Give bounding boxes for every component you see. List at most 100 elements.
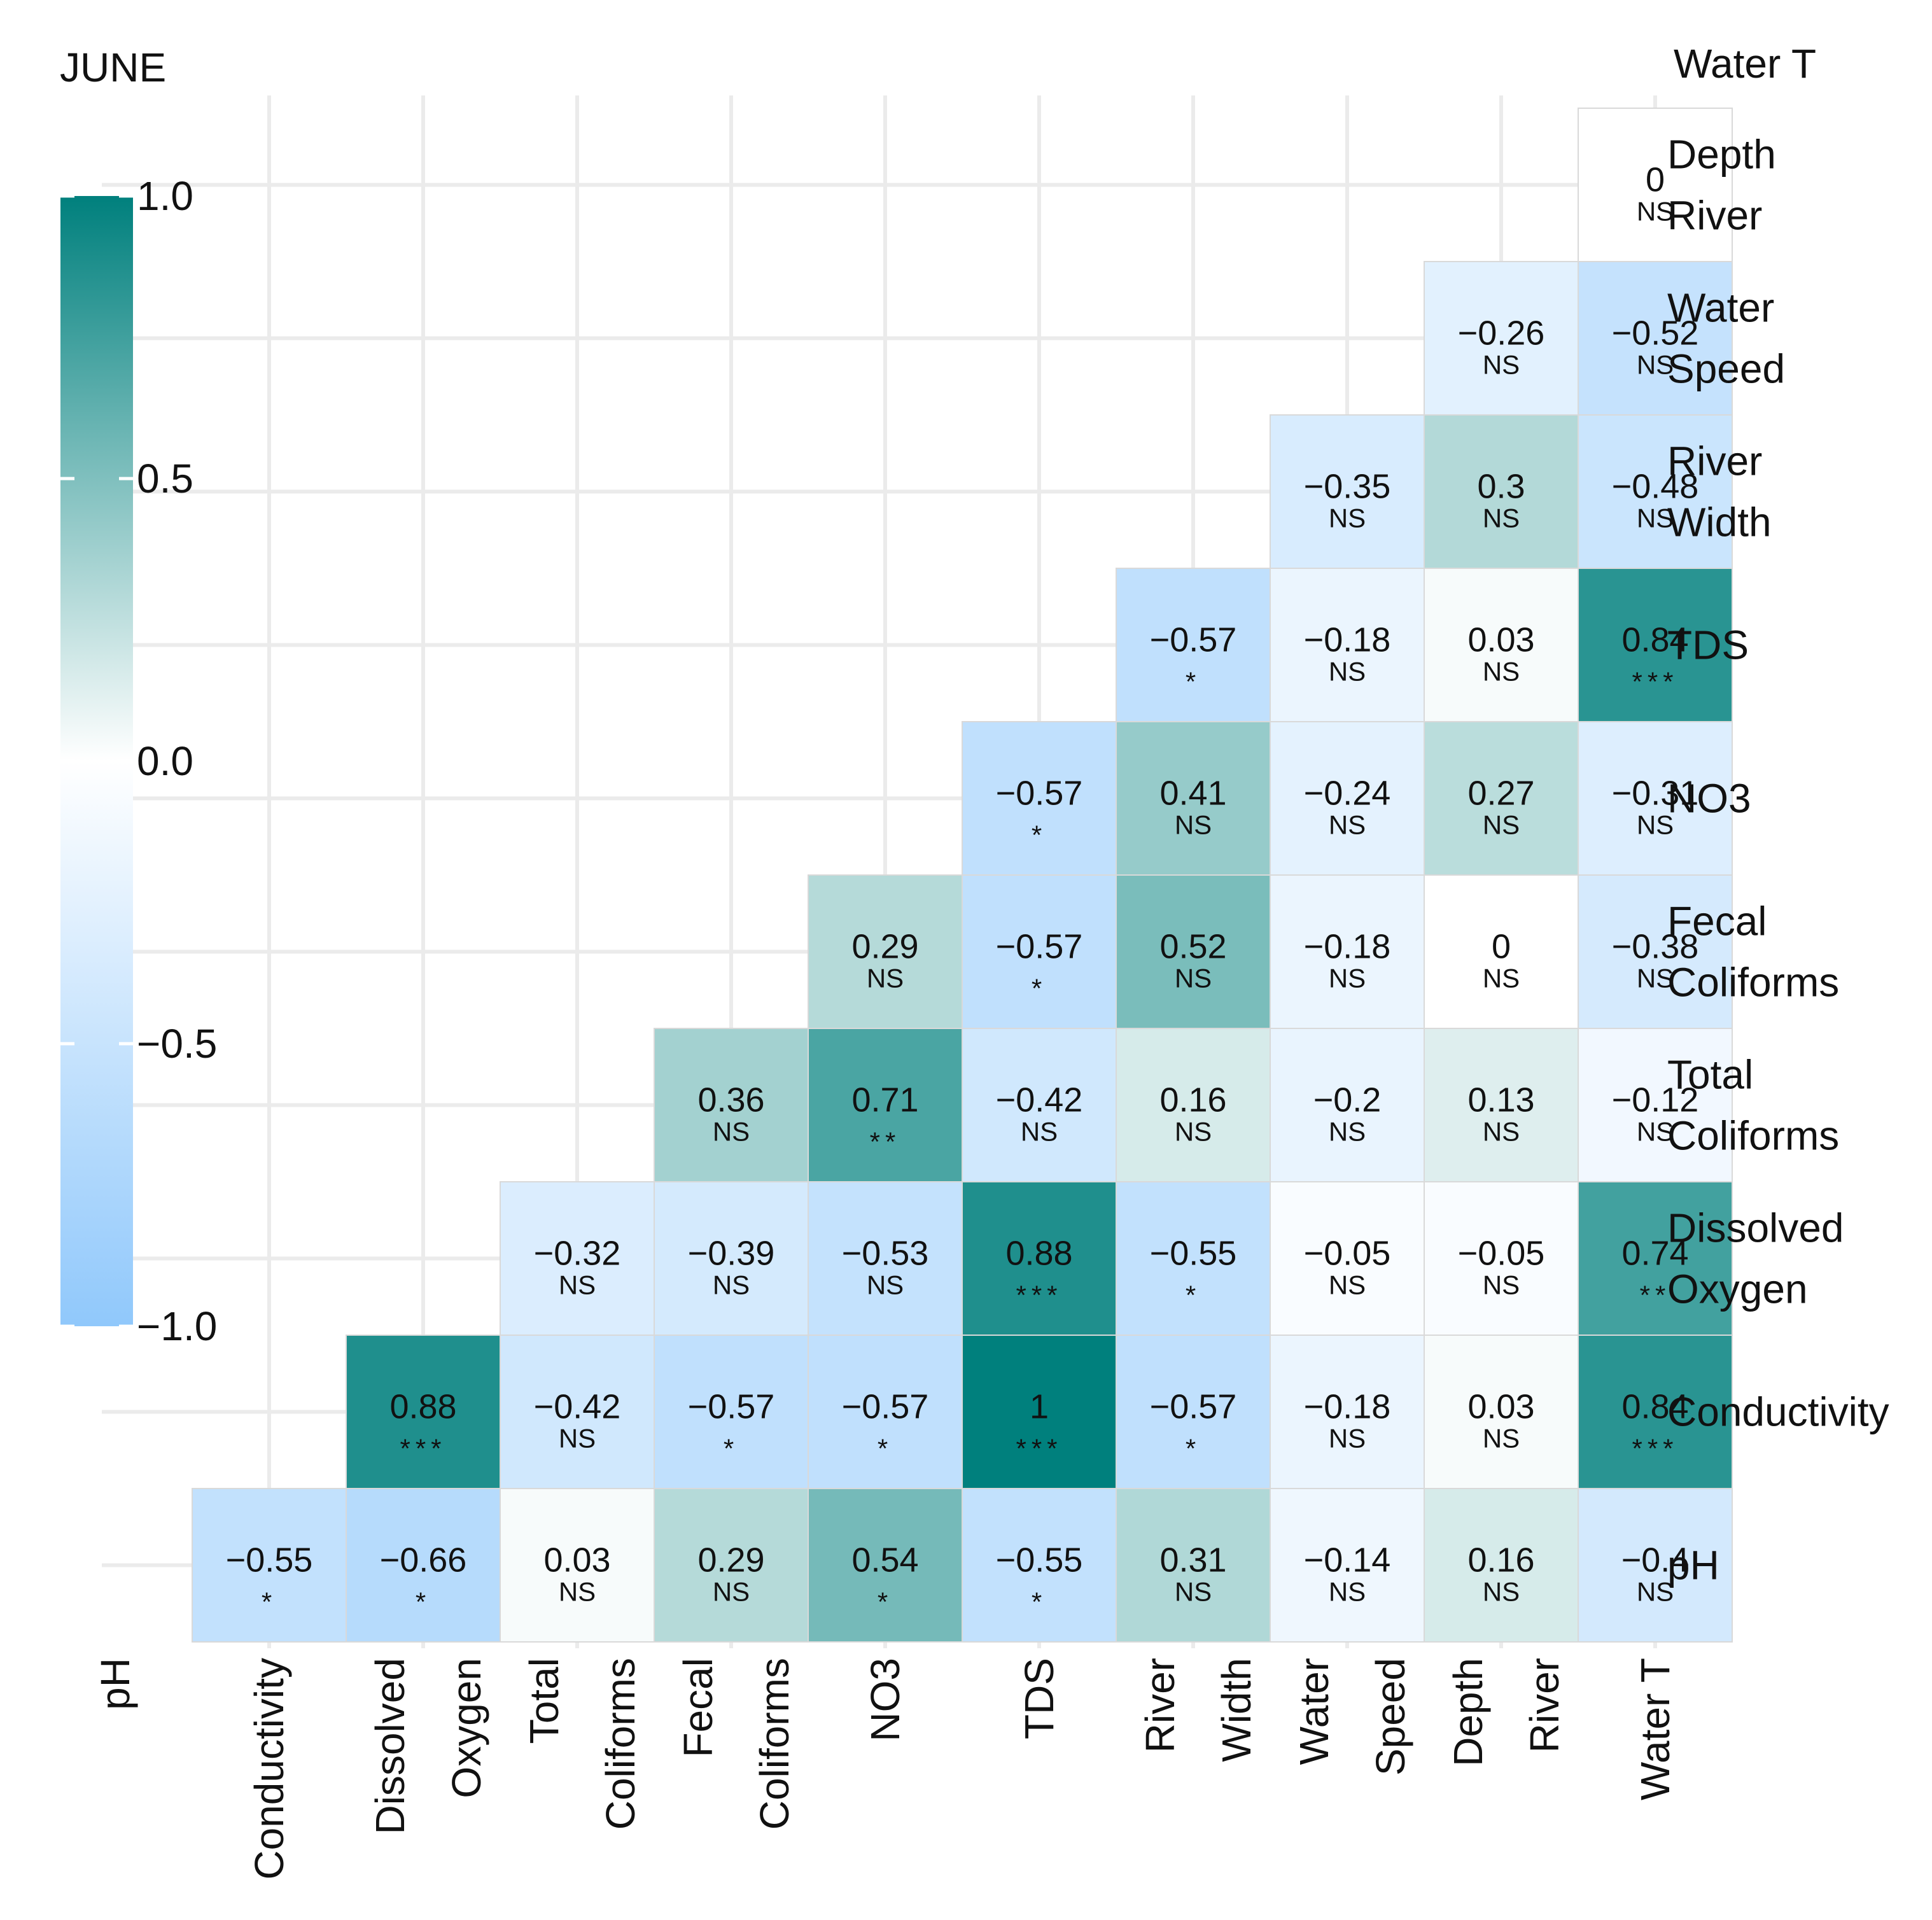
x-label-dissolved-oxygen: Dissolved Oxygen xyxy=(367,1658,489,1834)
y-label-total-coliforms: Total Coliforms xyxy=(1667,1052,1839,1159)
x-label-river-width: River Width xyxy=(1137,1658,1259,1762)
cell-value-tds-vs-water-t: 0.84 xyxy=(1621,621,1688,659)
x-label-no3: NO3 xyxy=(862,1658,908,1742)
cell-significance-dissolved-oxygen-vs-tds: *** xyxy=(1016,1280,1062,1310)
colorbar-tick-label: −0.5 xyxy=(137,1021,217,1067)
heatmap-cell-conductivity-vs-water-speed xyxy=(1270,1335,1425,1489)
x-label-conductivity: Conductivity xyxy=(246,1658,292,1880)
cell-significance-ph-vs-river-width: NS xyxy=(1175,1577,1212,1607)
cell-significance-ph-vs-water-speed: NS xyxy=(1329,1577,1366,1607)
cell-value-river-width-vs-water-speed: −0.35 xyxy=(1304,468,1391,506)
heatmap-cell-dissolved-oxygen-vs-total-coliforms xyxy=(500,1181,655,1336)
heatmap-cell-no3-vs-tds xyxy=(962,721,1117,876)
heatmap-cell-river-width-vs-water-speed xyxy=(1270,414,1425,569)
heatmap-cell-conductivity-vs-water-t xyxy=(1578,1335,1733,1489)
cell-value-ph-vs-tds: −0.55 xyxy=(996,1541,1083,1580)
cell-significance-tds-vs-water-t: *** xyxy=(1632,667,1678,697)
y-axis-labels: pH Conductivity Dissolved Oxygen Total Colifo… xyxy=(1667,41,1889,1588)
x-label-text: Coliforms xyxy=(752,1658,797,1830)
cell-value-ph-vs-depth-river: 0.16 xyxy=(1467,1541,1534,1580)
cell-value-total-coliforms-vs-water-t: −0.12 xyxy=(1612,1081,1699,1119)
heatmap-cell-tds-vs-depth-river xyxy=(1424,568,1579,722)
x-label-text: River xyxy=(1137,1658,1183,1753)
cell-significance-ph-vs-no3: * xyxy=(878,1587,893,1617)
cell-significance-conductivity-vs-tds: *** xyxy=(1016,1434,1062,1464)
cell-value-total-coliforms-vs-depth-river: 0.13 xyxy=(1467,1081,1534,1119)
heatmap-cell-total-coliforms-vs-river-width xyxy=(1116,1028,1271,1182)
cell-significance-total-coliforms-vs-no3: ** xyxy=(870,1127,901,1157)
heatmap-cell-no3-vs-water-speed xyxy=(1270,721,1425,876)
cell-significance-conductivity-vs-water-speed: NS xyxy=(1329,1424,1366,1454)
cell-value-dissolved-oxygen-vs-water-t: 0.74 xyxy=(1621,1235,1688,1273)
y-label-river-width: River Width xyxy=(1667,438,1772,545)
x-axis-labels: pH Conductivity Dissolved Oxygen Total Colifo… xyxy=(92,1658,1678,1880)
cell-value-no3-vs-depth-river: 0.27 xyxy=(1467,774,1534,813)
cell-value-conductivity-vs-river-width: −0.57 xyxy=(1150,1388,1237,1426)
heatmap-cell-fecal-coliforms-vs-no3 xyxy=(808,874,963,1029)
cell-value-total-coliforms-vs-no3: 0.71 xyxy=(851,1081,918,1119)
x-label-text: NO3 xyxy=(862,1658,908,1742)
heatmap-cell-water-speed-vs-water-t xyxy=(1578,261,1733,416)
cell-value-river-width-vs-water-t: −0.48 xyxy=(1612,468,1699,506)
cell-value-conductivity-vs-water-t: 0.84 xyxy=(1621,1388,1688,1426)
heatmap-cell-ph-vs-tds xyxy=(962,1488,1117,1643)
cell-significance-river-width-vs-water-speed: NS xyxy=(1329,503,1366,533)
cell-value-ph-vs-water-speed: −0.14 xyxy=(1304,1541,1391,1580)
cell-value-fecal-coliforms-vs-water-t: −0.38 xyxy=(1612,928,1699,966)
cell-value-dissolved-oxygen-vs-depth-river: −0.05 xyxy=(1458,1235,1545,1273)
heatmap-cell-total-coliforms-vs-depth-river xyxy=(1424,1028,1579,1182)
y-label-text: River xyxy=(1667,438,1762,484)
y-label-text: Depth xyxy=(1667,132,1776,178)
cell-significance-dissolved-oxygen-vs-fecal-coliforms: NS xyxy=(713,1270,750,1300)
heatmap-cell-dissolved-oxygen-vs-water-speed xyxy=(1270,1181,1425,1336)
heatmap-cell-conductivity-vs-depth-river xyxy=(1424,1335,1579,1489)
heatmap-cell-ph-vs-river-width xyxy=(1116,1488,1271,1643)
cell-significance-dissolved-oxygen-vs-water-speed: NS xyxy=(1329,1270,1366,1300)
x-label-text: TDS xyxy=(1016,1658,1062,1739)
cell-value-no3-vs-water-speed: −0.24 xyxy=(1304,774,1391,813)
cell-value-dissolved-oxygen-vs-water-speed: −0.05 xyxy=(1304,1235,1391,1273)
y-label-water-t: Water T xyxy=(1674,41,1816,87)
x-label-total-coliforms: Total Coliforms xyxy=(521,1658,643,1830)
cell-significance-dissolved-oxygen-vs-water-t: ** xyxy=(1640,1280,1671,1310)
heatmap-cell-water-speed-vs-depth-river xyxy=(1424,261,1579,416)
heatmap-cell-ph-vs-total-coliforms xyxy=(500,1488,655,1643)
cell-value-ph-vs-dissolved-oxygen: −0.66 xyxy=(380,1541,467,1580)
x-label-text: Fecal xyxy=(675,1658,721,1758)
cell-significance-fecal-coliforms-vs-depth-river: NS xyxy=(1483,964,1520,993)
cell-significance-river-width-vs-depth-river: NS xyxy=(1483,503,1520,533)
heatmap-cell-ph-vs-water-speed xyxy=(1270,1488,1425,1643)
cell-value-conductivity-vs-total-coliforms: −0.42 xyxy=(534,1388,621,1426)
heatmap-cells xyxy=(192,108,1733,1643)
cell-value-no3-vs-river-width: 0.41 xyxy=(1159,774,1226,813)
cell-significance-water-speed-vs-depth-river: NS xyxy=(1483,350,1520,380)
cell-significance-ph-vs-water-t: NS xyxy=(1637,1577,1674,1607)
heatmap-cell-total-coliforms-vs-tds xyxy=(962,1028,1117,1182)
cell-significance-dissolved-oxygen-vs-depth-river: NS xyxy=(1483,1270,1520,1300)
y-label-text: Conductivity xyxy=(1667,1389,1889,1435)
x-label-ph: pH xyxy=(92,1658,138,1710)
cell-significance-conductivity-vs-river-width: * xyxy=(1186,1434,1201,1464)
cell-significance-conductivity-vs-water-t: *** xyxy=(1632,1434,1678,1464)
heatmap-cell-dissolved-oxygen-vs-tds xyxy=(962,1181,1117,1336)
cell-significance-total-coliforms-vs-tds: NS xyxy=(1021,1117,1058,1147)
cell-value-fecal-coliforms-vs-water-speed: −0.18 xyxy=(1304,928,1391,966)
cell-significance-ph-vs-total-coliforms: NS xyxy=(559,1577,596,1607)
y-label-dissolved-oxygen: Dissolved Oxygen xyxy=(1667,1205,1844,1312)
cell-value-conductivity-vs-tds: 1 xyxy=(1030,1388,1049,1426)
cell-value-conductivity-vs-depth-river: 0.03 xyxy=(1467,1388,1534,1426)
x-label-text: Coliforms xyxy=(598,1658,643,1830)
x-label-water-speed: Water Speed xyxy=(1291,1658,1413,1776)
y-label-depth-river: Depth River xyxy=(1667,132,1776,239)
y-label-text: Total xyxy=(1667,1052,1753,1098)
x-label-water-t: Water T xyxy=(1632,1658,1678,1800)
cell-significance-ph-vs-tds: * xyxy=(1032,1587,1047,1617)
x-label-text: Total xyxy=(521,1658,567,1744)
cell-value-conductivity-vs-dissolved-oxygen: 0.88 xyxy=(389,1388,456,1426)
heatmap-cell-conductivity-vs-fecal-coliforms xyxy=(654,1335,809,1489)
heatmap-cell-tds-vs-river-width xyxy=(1116,568,1271,722)
y-label-water-speed: Water Speed xyxy=(1667,285,1785,392)
cell-significance-ph-vs-depth-river: NS xyxy=(1483,1577,1520,1607)
y-label-text: Dissolved xyxy=(1667,1205,1844,1251)
x-label-text: Oxygen xyxy=(444,1658,489,1798)
